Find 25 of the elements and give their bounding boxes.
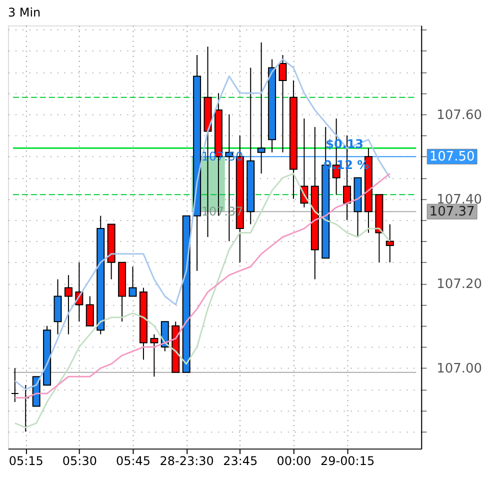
x-tick-label: 05:15 [8, 454, 44, 468]
ref-line-label: 107.37 [429, 204, 475, 220]
x-tick-label: 00:00 [276, 454, 312, 468]
line-series [14, 58, 391, 390]
x-tick-label: 28-23:30 [160, 454, 214, 468]
candlestick [278, 54, 287, 153]
ref-line-label: 107.50 [429, 150, 475, 165]
candlestick [386, 224, 394, 263]
x-tick-label: 05:45 [116, 454, 151, 468]
candlestick [10, 368, 19, 403]
candlestick [64, 274, 72, 335]
candlestick [257, 42, 266, 174]
candlestick [128, 266, 137, 297]
x-tick-label: 29-00:15 [320, 454, 375, 468]
x-tick-label: 05:30 [62, 454, 97, 468]
y-tick-label: 107.00 [436, 362, 482, 377]
candlestick [86, 296, 94, 326]
candlestick [150, 334, 158, 378]
annotation: 107.37 [201, 204, 244, 219]
y-tick-label: 107.60 [436, 108, 482, 123]
annotation: 107.50 [201, 150, 244, 164]
x-tick-label: 23:45 [223, 454, 258, 468]
chart-title: 3 Min [8, 6, 41, 20]
y-tick-label: 107.20 [436, 277, 482, 292]
y-tick-label: 107.40 [436, 192, 482, 208]
